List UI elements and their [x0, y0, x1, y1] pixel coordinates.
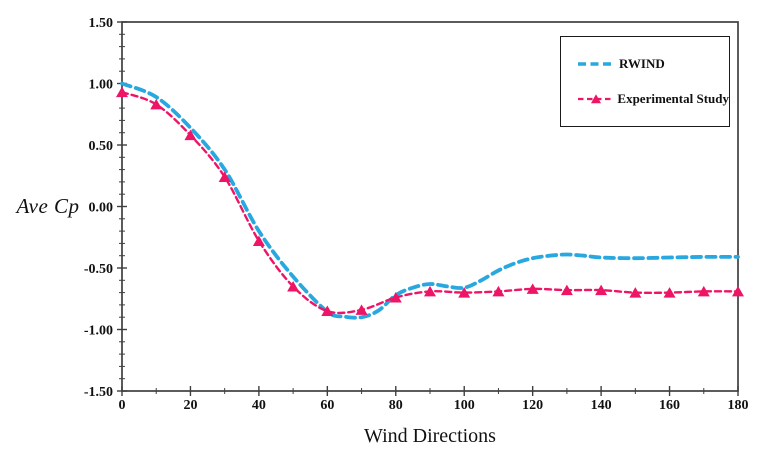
x-tick-label: 160	[659, 398, 680, 413]
experimental-study-marker	[492, 285, 505, 297]
data-series	[116, 81, 744, 320]
experimental-study-marker	[218, 171, 231, 182]
rwind-line-sample	[578, 62, 614, 66]
experimental-study-marker	[595, 284, 608, 296]
legend-item-rwind: RWIND	[576, 56, 729, 72]
x-tick-label: 180	[728, 398, 749, 413]
experimental-study-marker	[116, 86, 128, 98]
y-tick-label: 0.50	[89, 139, 114, 154]
x-tick-label: 0	[119, 398, 126, 413]
experimental-study-marker	[629, 287, 642, 298]
experimental-study-marker	[663, 287, 676, 298]
experimental-study-marker	[732, 285, 744, 297]
experimental-line-sample	[578, 94, 614, 104]
y-tick-label: 1.00	[89, 77, 114, 92]
x-tick-label: 120	[522, 398, 543, 413]
axis-ticks	[117, 21, 739, 396]
y-tick-label: -0.50	[84, 262, 113, 277]
x-tick-label: 80	[389, 398, 403, 413]
axis-tick-labels: 1.50 1.00 0.50 0.00 -0.50 -1.00 -1.50 0 20 40 60 80…	[84, 16, 749, 413]
y-tick-label: 1.50	[89, 16, 114, 31]
experimental-study-marker	[424, 285, 436, 297]
legend: RWIND Experimental Study	[560, 36, 730, 127]
y-axis-title: Ave Cp	[16, 194, 80, 218]
legend-label-rwind: RWIND	[619, 56, 665, 71]
x-axis-title: Wind Directions	[364, 425, 496, 447]
experimental-study-marker	[526, 283, 539, 294]
legend-label-experimental: Experimental Study	[617, 91, 729, 106]
experimental-study-marker	[150, 98, 163, 110]
experimental-study-marker	[252, 235, 265, 246]
x-tick-label: 60	[320, 398, 334, 413]
x-tick-label: 40	[252, 398, 266, 413]
y-tick-label: -1.50	[84, 385, 113, 400]
x-tick-label: 100	[454, 398, 475, 413]
x-tick-label: 140	[591, 398, 612, 413]
experimental-study-marker	[697, 285, 710, 297]
experimental-study-marker	[389, 292, 402, 303]
experimental-study-marker	[321, 305, 334, 317]
y-tick-label: 0.00	[89, 200, 114, 215]
experimental-study-marker	[355, 304, 368, 315]
x-tick-label: 20	[183, 398, 197, 413]
experimental-study-marker	[458, 287, 471, 298]
experimental-study-marker	[560, 284, 573, 296]
y-tick-label: -1.00	[84, 323, 113, 338]
experimental-study-marker	[184, 129, 197, 141]
experimental-study-marker	[287, 280, 300, 292]
legend-item-experimental: Experimental Study	[576, 91, 729, 107]
triangle-marker-icon	[591, 94, 601, 104]
rwind-line	[120, 81, 740, 320]
